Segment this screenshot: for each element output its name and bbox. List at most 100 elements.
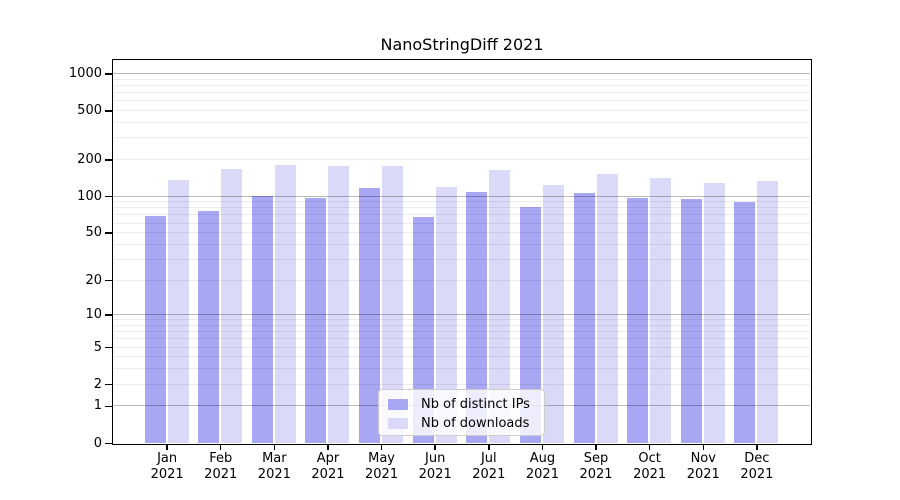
minor-gridline: [113, 368, 810, 370]
bar-nb-of-distinct-ips-apr-2021: [305, 197, 327, 443]
bar-nb-of-distinct-ips-oct-2021: [627, 198, 649, 443]
y-tick-10: [105, 314, 112, 316]
x-tick-dec-2021: [756, 445, 758, 450]
bar-nb-of-downloads-nov-2021: [703, 182, 725, 443]
y-tick-1000: [105, 73, 112, 75]
minor-gridline: [113, 338, 810, 340]
bar-nb-of-distinct-ips-nov-2021: [680, 198, 702, 443]
bar-nb-of-downloads-may-2021: [382, 166, 404, 443]
x-tick-label-mar-2021: Mar 2021: [257, 451, 291, 482]
x-tick-jan-2021: [166, 445, 168, 450]
bar-nb-of-downloads-jul-2021: [489, 169, 511, 443]
bar-nb-of-distinct-ips-mar-2021: [251, 196, 273, 443]
bar-nb-of-downloads-feb-2021: [221, 169, 243, 443]
x-tick-label-jul-2021: Jul 2021: [472, 451, 506, 482]
minor-gridline: [113, 78, 810, 80]
x-tick-jul-2021: [488, 445, 490, 450]
legend-swatch-downloads: [388, 418, 408, 429]
y-tick-1: [105, 405, 112, 408]
x-tick-mar-2021: [273, 445, 276, 450]
x-tick-aug-2021: [541, 445, 544, 450]
minor-gridline: [113, 84, 810, 86]
y-tick-label-100: 100: [77, 188, 102, 204]
bar-nb-of-distinct-ips-jan-2021: [144, 216, 166, 443]
x-tick-may-2021: [380, 445, 383, 450]
y-tick-label-200: 200: [77, 151, 102, 167]
x-tick-label-jan-2021: Jan 2021: [150, 451, 184, 482]
major-gridline: [113, 195, 810, 197]
minor-gridline: [113, 279, 810, 281]
x-tick-oct-2021: [648, 445, 651, 450]
y-tick-label-2: 2: [93, 376, 102, 392]
x-tick-label-oct-2021: Oct 2021: [633, 451, 667, 482]
y-tick-500: [105, 110, 112, 112]
x-tick-nov-2021: [702, 445, 705, 450]
y-tick-label-10: 10: [85, 307, 102, 323]
minor-gridline: [113, 109, 810, 111]
bar-nb-of-distinct-ips-aug-2021: [519, 206, 541, 443]
x-tick-label-aug-2021: Aug 2021: [525, 451, 559, 482]
x-tick-label-nov-2021: Nov 2021: [686, 451, 720, 482]
minor-gridline: [113, 324, 810, 326]
bar-nb-of-distinct-ips-dec-2021: [734, 201, 756, 443]
y-tick-label-50: 50: [85, 225, 102, 241]
legend-swatch-distinct-ips: [388, 399, 408, 410]
x-tick-sep-2021: [595, 445, 597, 450]
minor-gridline: [113, 222, 810, 224]
minor-gridline: [113, 319, 810, 321]
legend-entry-downloads: Nb of downloads: [388, 414, 544, 433]
minor-gridline: [113, 121, 810, 123]
y-tick-100: [105, 195, 112, 198]
bar-nb-of-distinct-ips-jun-2021: [412, 217, 434, 443]
bar-nb-of-downloads-jan-2021: [167, 180, 189, 443]
legend-label-downloads: Nb of downloads: [421, 416, 530, 431]
major-gridline: [113, 314, 810, 316]
x-tick-label-apr-2021: Apr 2021: [311, 451, 345, 482]
plot-area: Nb of distinct IPs Nb of downloads: [112, 59, 812, 445]
bar-nb-of-downloads-dec-2021: [757, 180, 779, 443]
minor-gridline: [113, 100, 810, 102]
minor-gridline: [113, 158, 810, 160]
major-gridline: [113, 72, 810, 74]
minor-gridline: [113, 207, 810, 209]
y-tick-20: [105, 279, 112, 282]
y-tick-0: [105, 442, 112, 445]
y-tick-label-1: 1: [93, 398, 102, 414]
y-tick-label-0: 0: [93, 435, 102, 451]
minor-gridline: [113, 214, 810, 216]
bar-nb-of-distinct-ips-may-2021: [359, 188, 381, 443]
x-tick-feb-2021: [219, 445, 222, 450]
y-tick-label-20: 20: [85, 272, 102, 288]
minor-gridline: [113, 243, 810, 245]
x-tick-label-jun-2021: Jun 2021: [418, 451, 452, 482]
x-tick-label-sep-2021: Sep 2021: [579, 451, 613, 482]
bar-nb-of-distinct-ips-sep-2021: [573, 193, 595, 443]
minor-gridline: [113, 232, 810, 234]
minor-gridline: [113, 331, 810, 333]
y-tick-label-5: 5: [93, 339, 102, 355]
x-tick-label-may-2021: May 2021: [365, 451, 399, 482]
y-tick-200: [105, 159, 112, 161]
x-tick-apr-2021: [327, 445, 329, 450]
minor-gridline: [113, 356, 810, 358]
minor-gridline: [113, 383, 810, 385]
bar-nb-of-downloads-jun-2021: [435, 186, 457, 443]
chart-title: NanoStringDiff 2021: [380, 35, 544, 54]
legend: Nb of distinct IPs Nb of downloads: [378, 389, 545, 436]
bar-nb-of-downloads-mar-2021: [274, 164, 296, 443]
minor-gridline: [113, 201, 810, 203]
bar-nb-of-downloads-oct-2021: [650, 177, 672, 443]
legend-entry-distinct-ips: Nb of distinct IPs: [388, 395, 544, 414]
minor-gridline: [113, 258, 810, 260]
bar-nb-of-distinct-ips-jul-2021: [466, 192, 488, 443]
bar-nb-of-distinct-ips-feb-2021: [198, 210, 220, 443]
bar-nb-of-downloads-apr-2021: [328, 166, 350, 443]
bar-nb-of-downloads-sep-2021: [596, 174, 618, 443]
y-tick-5: [105, 346, 112, 349]
minor-gridline: [113, 137, 810, 139]
bar-nb-of-downloads-aug-2021: [542, 184, 564, 443]
y-tick-50: [105, 232, 112, 234]
minor-gridline: [113, 346, 810, 348]
y-tick-label-1000: 1000: [68, 65, 102, 81]
